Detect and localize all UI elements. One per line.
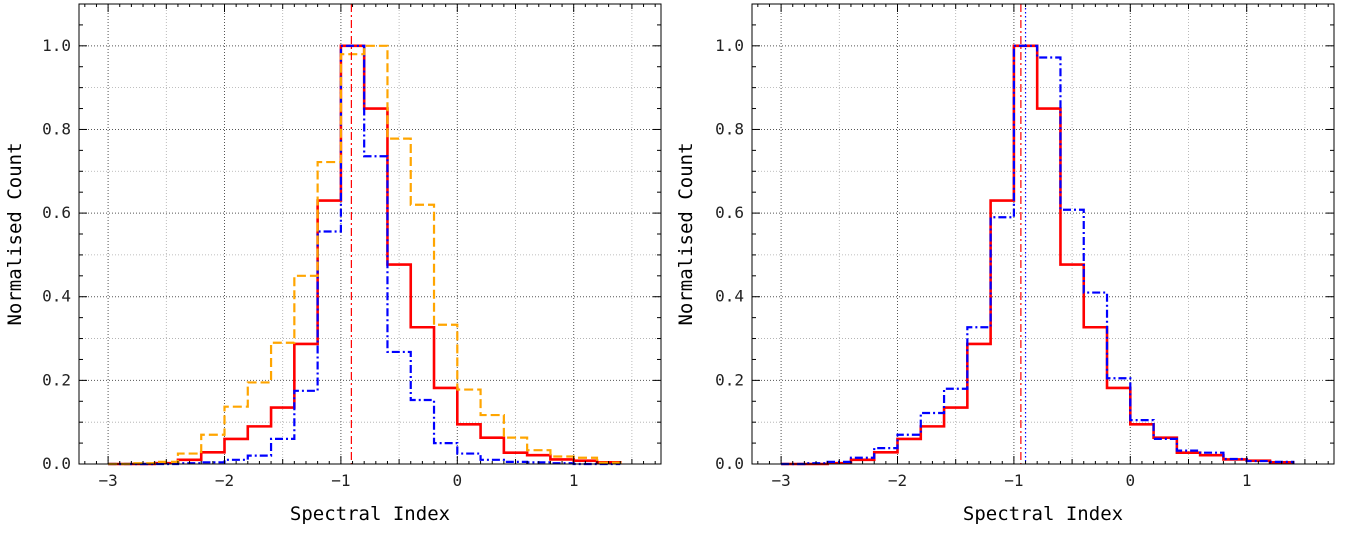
panel-1: −3 −2 −1 0 1 0.0 0.2 0.4 0.6 0.8 1.0 Spectral Index… — [4, 3, 662, 525]
x-tick-label: −2 — [215, 471, 234, 490]
histogram-series-1 — [108, 44, 622, 466]
x-tick-label: 0 — [452, 471, 462, 490]
y-axis-label: Normalised Count — [675, 142, 697, 325]
x-tick-label: −3 — [771, 471, 790, 490]
y-tick-label: 0.0 — [715, 454, 744, 473]
y-tick-label: 0.4 — [42, 287, 71, 306]
x-tick-label: −1 — [331, 471, 350, 490]
panel-2: −3 −2 −1 0 1 0.0 0.2 0.4 0.6 0.8 1.0 Spectral Index… — [675, 3, 1335, 525]
y-tick-label: 0.8 — [42, 119, 71, 138]
y-tick-label: 0.2 — [42, 370, 71, 389]
x-tick-label: −2 — [888, 471, 907, 490]
y-tick-label: 0.6 — [42, 203, 71, 222]
y-tick-label: 0.4 — [715, 287, 744, 306]
histogram-series-3 — [108, 44, 622, 466]
y-tick-label: 0.6 — [715, 203, 744, 222]
x-tick-label: 1 — [569, 471, 579, 490]
y-axis-label: Normalised Count — [4, 142, 26, 325]
y-tick-label: 0.8 — [715, 119, 744, 138]
grid — [752, 3, 1334, 464]
x-tick-label: −3 — [98, 471, 117, 490]
x-tick-label: 0 — [1125, 471, 1135, 490]
x-tick-label: 1 — [1242, 471, 1252, 490]
ticks — [752, 3, 1334, 465]
histogram-series-1 — [781, 44, 1295, 466]
x-axis-label: Spectral Index — [290, 503, 450, 525]
y-tick-label: 0.0 — [42, 454, 71, 473]
x-tick-label: −1 — [1004, 471, 1023, 490]
histogram-series-2 — [781, 44, 1295, 466]
ticks — [79, 3, 661, 465]
y-tick-label: 0.2 — [715, 370, 744, 389]
y-tick-label: 1.0 — [715, 36, 744, 55]
grid — [79, 3, 661, 464]
x-axis-label: Spectral Index — [963, 503, 1123, 525]
y-tick-label: 1.0 — [42, 36, 71, 55]
